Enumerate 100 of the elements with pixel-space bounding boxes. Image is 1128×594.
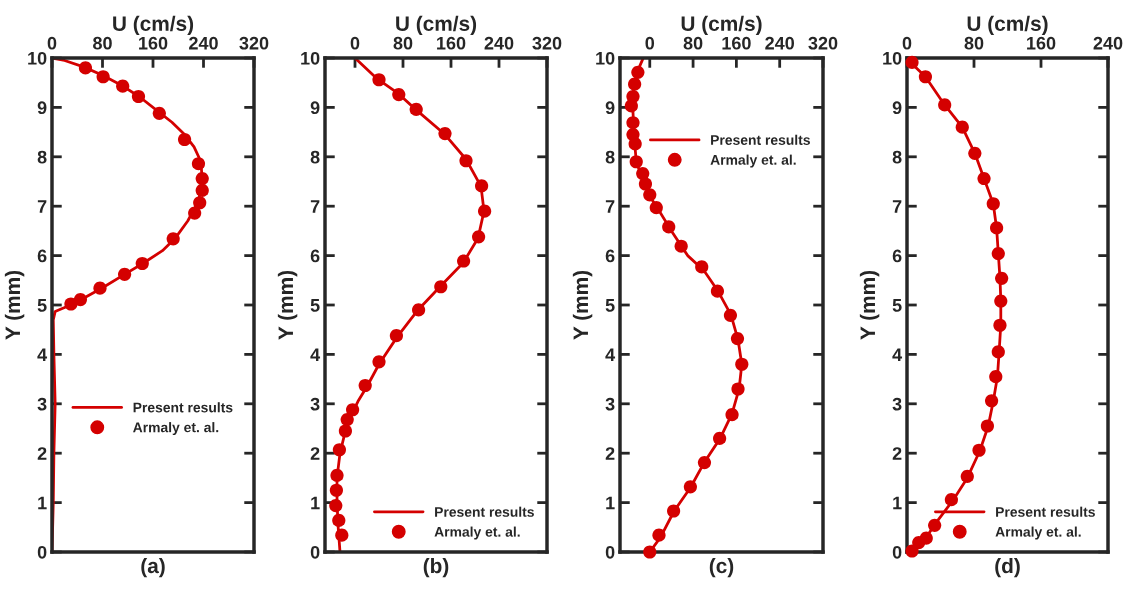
legend-label: Present results — [711, 134, 810, 145]
point — [335, 528, 349, 542]
x-tick-label: 80 — [964, 36, 984, 50]
legend-label: Armaly et. al. — [995, 526, 1081, 540]
point — [989, 370, 1003, 384]
point — [991, 345, 1005, 359]
point — [912, 536, 926, 550]
y-tick-label: 10 — [596, 51, 615, 65]
legend-label: Armaly et. al. — [710, 154, 796, 168]
point — [434, 280, 448, 294]
y-tick-label: 6 — [310, 249, 320, 263]
y-tick-label: 4 — [310, 348, 321, 361]
point — [329, 498, 343, 513]
point — [193, 196, 207, 210]
y-tick-label: 2 — [605, 447, 615, 460]
y-tick-label: 4 — [892, 348, 903, 361]
legend-label: Armaly et. al. — [133, 422, 219, 436]
point — [695, 260, 709, 274]
point — [93, 281, 107, 295]
y-tick-label: 6 — [892, 249, 902, 263]
point — [643, 188, 657, 202]
point — [118, 267, 132, 281]
y-tick-label: 5 — [37, 299, 47, 312]
x-axis-title: U (cm/s) — [681, 15, 762, 36]
y-tick-label: 7 — [605, 200, 615, 213]
point — [986, 197, 1000, 211]
point — [649, 201, 663, 215]
y-tick-label: 10 — [28, 51, 47, 65]
y-tick-label: 0 — [892, 545, 902, 559]
text: (a) — [141, 557, 165, 578]
point — [995, 271, 1009, 285]
point — [667, 504, 681, 518]
point — [195, 171, 209, 186]
point — [338, 424, 352, 438]
point — [626, 116, 640, 130]
y-tick-label: 8 — [37, 150, 47, 164]
x-tick-label: 160 — [1027, 36, 1056, 50]
x-tick-label: 240 — [1093, 36, 1123, 50]
point — [638, 177, 653, 191]
y-tick-label: 10 — [883, 51, 902, 65]
y-axis-title: Y (mm) — [4, 270, 25, 340]
point — [389, 329, 403, 343]
point — [955, 120, 969, 134]
point — [918, 70, 933, 84]
legend-label: Present results — [435, 506, 534, 517]
point — [459, 154, 473, 168]
x-axis-title: U (cm/s) — [113, 15, 194, 36]
point — [78, 61, 93, 75]
point — [713, 431, 727, 445]
y-tick-label: 6 — [605, 249, 615, 263]
point — [409, 102, 423, 116]
y-tick-label: 5 — [605, 299, 615, 312]
y-tick-label: 8 — [605, 150, 615, 164]
y-tick-label: 5 — [892, 299, 902, 312]
x-tick-label: 0 — [902, 36, 912, 50]
point — [972, 443, 986, 457]
point — [730, 332, 745, 346]
y-tick-label: 1 — [893, 496, 902, 510]
point — [643, 545, 657, 559]
legend-label: Present results — [996, 506, 1095, 517]
point — [968, 146, 982, 160]
text: (c) — [709, 557, 734, 578]
point — [980, 419, 994, 433]
point — [636, 167, 650, 181]
x-tick-label: 80 — [683, 36, 703, 50]
point — [944, 493, 958, 507]
y-tick-label: 9 — [37, 101, 47, 115]
point — [329, 483, 343, 497]
legend-label: Present results — [133, 402, 233, 413]
y-tick-label: 3 — [310, 397, 320, 411]
point — [166, 232, 180, 246]
x-tick-label: 160 — [139, 36, 168, 50]
point — [629, 155, 643, 169]
y-tick-label: 9 — [605, 101, 615, 115]
point — [195, 183, 209, 197]
text: (b) — [423, 557, 449, 578]
y-tick-label: 7 — [892, 200, 902, 213]
y-tick-label: 9 — [892, 101, 902, 115]
point — [438, 126, 452, 141]
y-tick-label: 3 — [37, 397, 47, 411]
text: (d) — [995, 557, 1020, 578]
point — [332, 513, 346, 527]
x-tick-label: 80 — [93, 36, 112, 50]
point — [994, 294, 1008, 308]
x-tick-label: 320 — [239, 36, 269, 50]
point — [624, 99, 638, 113]
x-tick-label: 320 — [808, 36, 838, 50]
point — [697, 456, 712, 470]
point — [412, 303, 426, 317]
point — [135, 256, 149, 271]
point — [131, 89, 146, 104]
point — [631, 65, 645, 79]
legend-label: Armaly et. al. — [434, 526, 520, 540]
point — [991, 247, 1005, 261]
point — [177, 132, 192, 147]
point — [905, 544, 919, 558]
point — [358, 378, 372, 393]
point — [457, 254, 471, 268]
y-tick-label: 2 — [892, 447, 902, 460]
point — [628, 77, 642, 91]
